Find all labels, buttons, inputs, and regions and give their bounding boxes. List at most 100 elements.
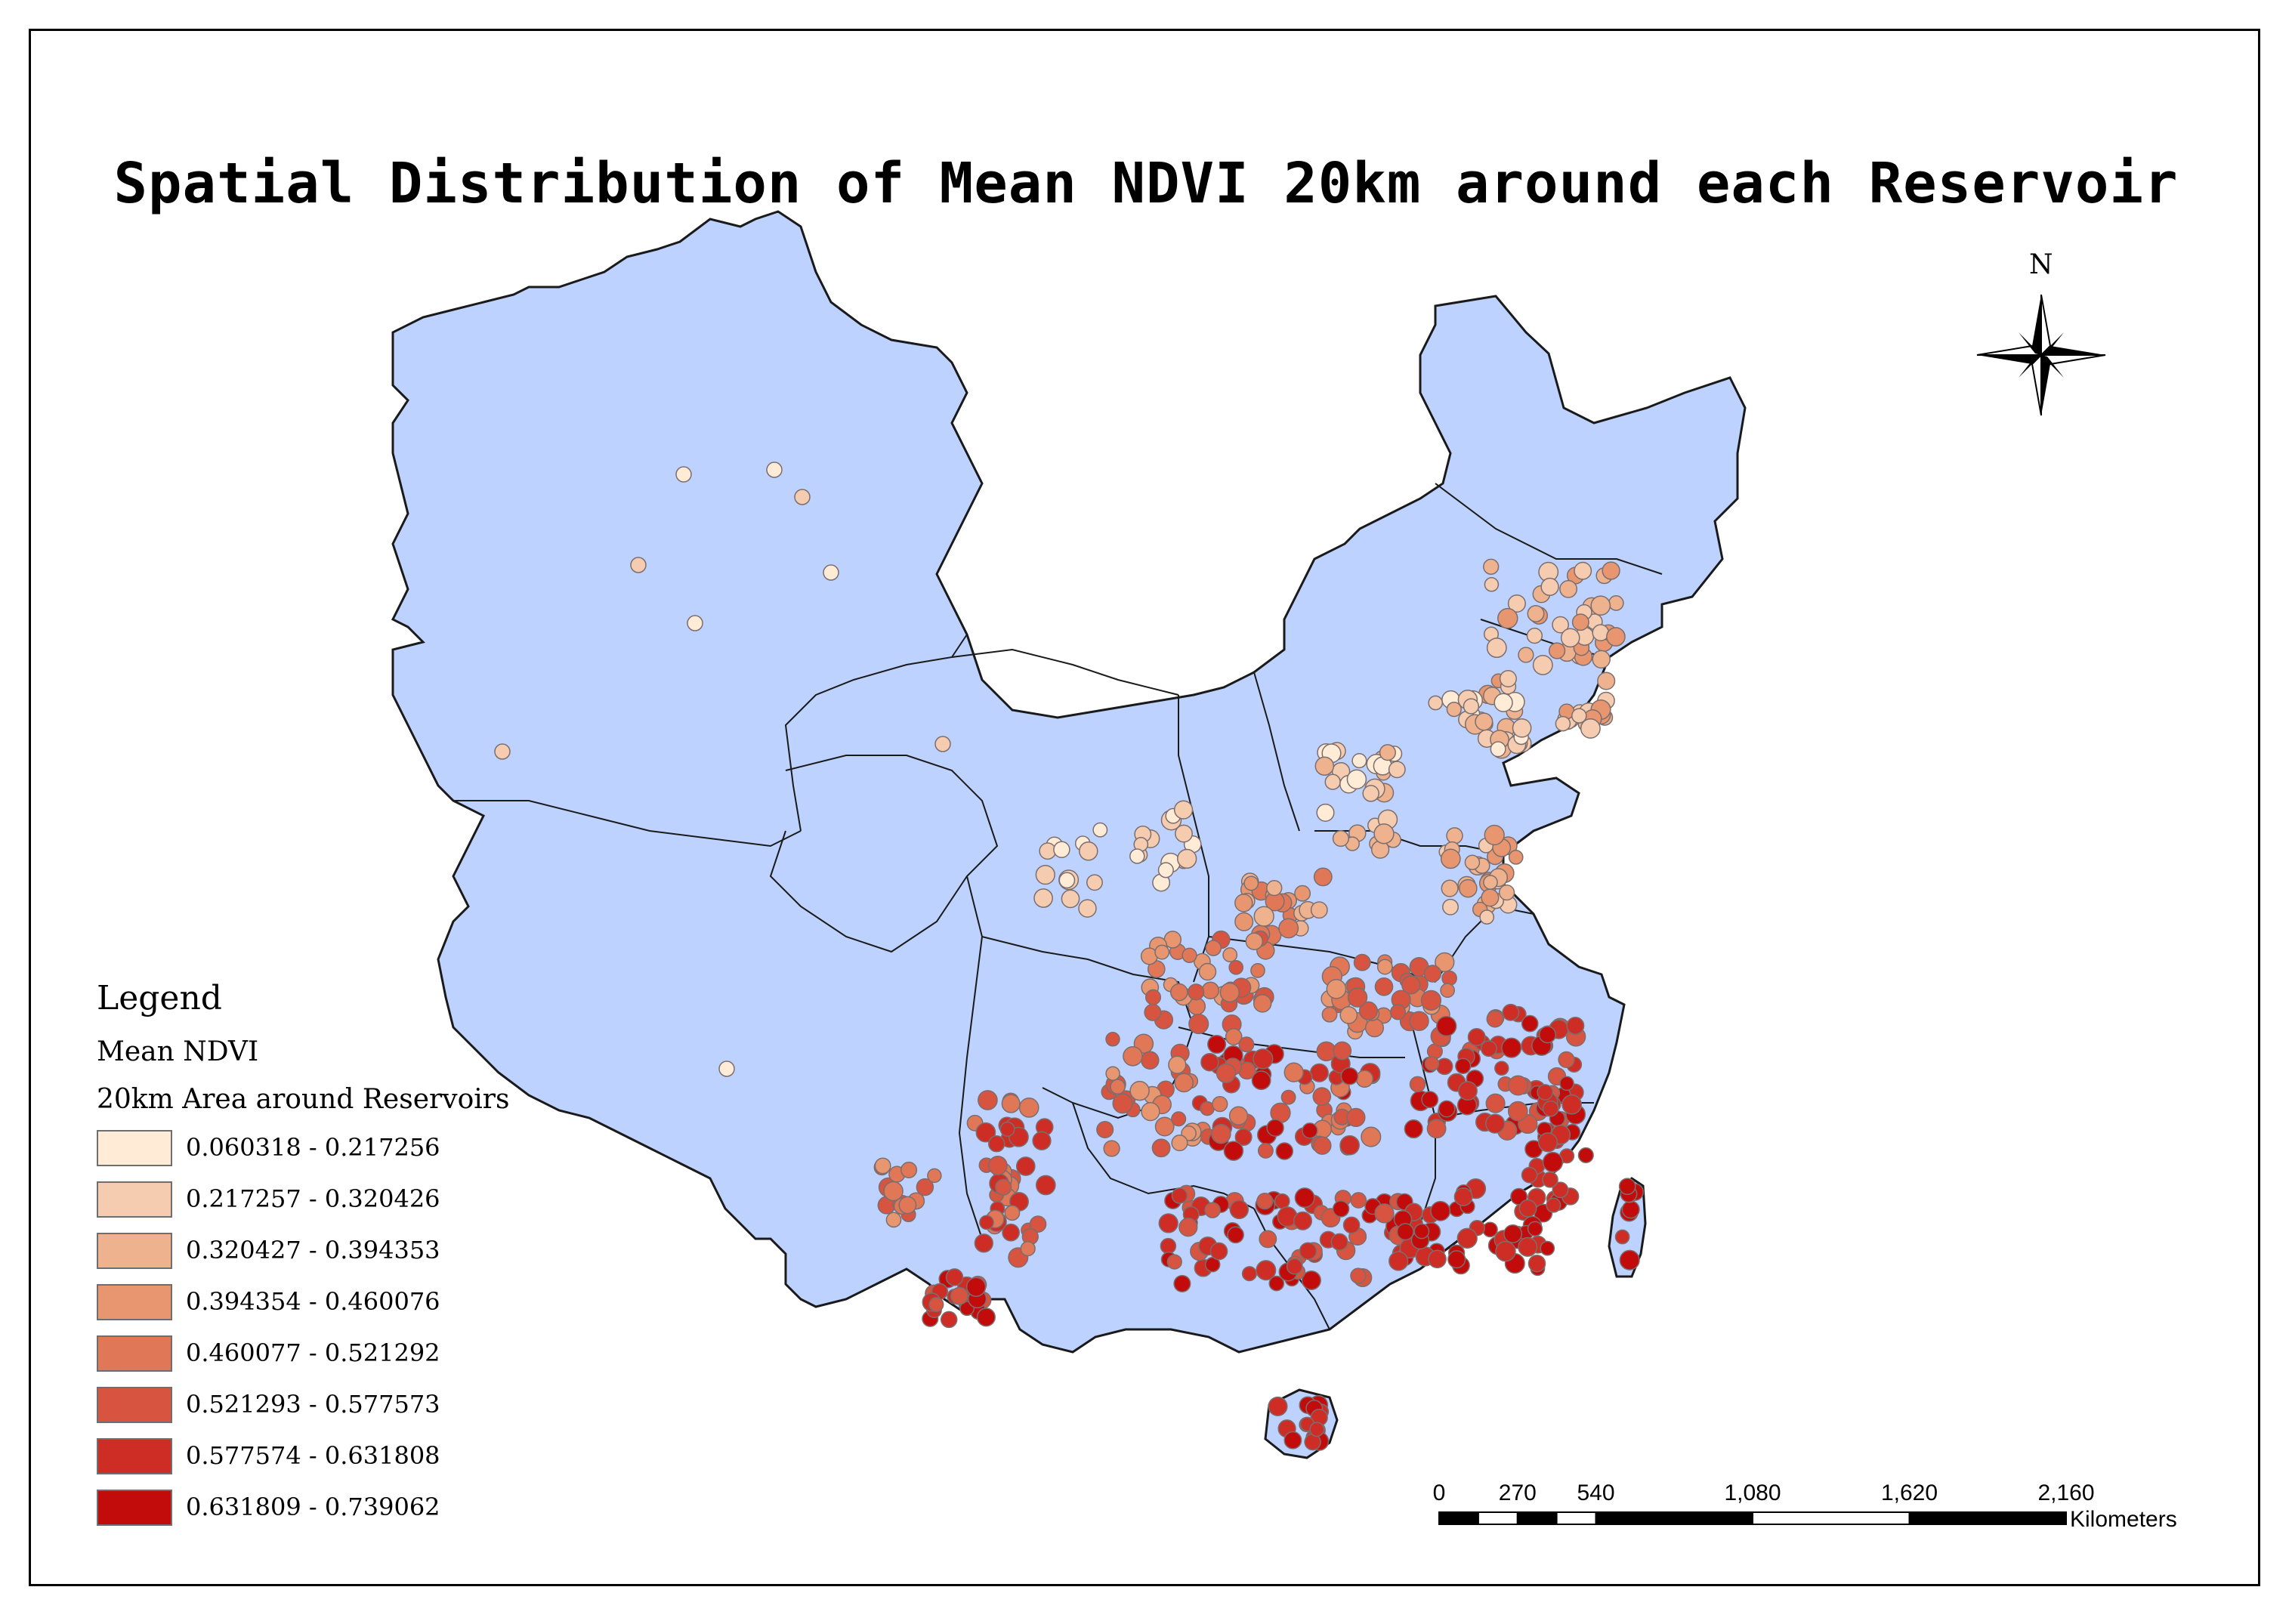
reservoir-buffer bbox=[1219, 982, 1240, 1003]
scale-tick-label: 2,160 bbox=[2037, 1480, 2095, 1505]
reservoir-buffer bbox=[1555, 715, 1571, 732]
reservoir-buffer bbox=[1129, 848, 1145, 864]
legend-layer: 20km Area around Reservoirs bbox=[97, 1084, 510, 1115]
reservoir-buffer bbox=[1508, 850, 1524, 865]
reservoir-buffer bbox=[1542, 1151, 1564, 1173]
reservoir-buffer bbox=[1222, 947, 1238, 963]
reservoir-buffer bbox=[1173, 800, 1194, 820]
reservoir-buffer bbox=[965, 1277, 987, 1297]
reservoir-buffer bbox=[1376, 959, 1393, 975]
reservoir-buffer bbox=[1105, 1066, 1120, 1081]
reservoir-buffer bbox=[1495, 1240, 1516, 1262]
reservoir-buffer bbox=[1479, 909, 1495, 925]
reservoir-buffer bbox=[1241, 1266, 1257, 1282]
reservoir-buffer bbox=[1481, 888, 1500, 907]
reservoir-buffer bbox=[1286, 1258, 1303, 1275]
reservoir-buffer bbox=[975, 1122, 996, 1143]
reservoir-buffer bbox=[1209, 1242, 1228, 1261]
reservoir-buffer bbox=[1409, 1076, 1426, 1093]
scale-tick-label: 1,080 bbox=[1724, 1480, 1781, 1505]
reservoir-buffer bbox=[1512, 718, 1532, 738]
reservoir-buffer bbox=[1552, 1181, 1569, 1199]
reservoir-buffer bbox=[1211, 1123, 1231, 1144]
reservoir-buffer bbox=[1379, 744, 1396, 761]
reservoir-buffer bbox=[1538, 1026, 1556, 1044]
reservoir-buffer bbox=[1508, 1075, 1528, 1096]
reservoir-buffer bbox=[1301, 1270, 1321, 1291]
border-northeast bbox=[1435, 483, 1663, 575]
reservoir-buffer bbox=[1332, 830, 1349, 848]
reservoir-buffer bbox=[1456, 1227, 1478, 1249]
reservoir-buffer bbox=[940, 1311, 958, 1329]
scale-bar-segment bbox=[1555, 1511, 1597, 1525]
reservoir-buffer bbox=[1314, 756, 1335, 776]
reservoir-buffer bbox=[1079, 841, 1098, 861]
map-frame bbox=[29, 29, 2260, 1586]
reservoir-buffer bbox=[1361, 1126, 1382, 1147]
scale-bar-segment bbox=[1595, 1511, 1753, 1525]
reservoir-buffer bbox=[1485, 1113, 1506, 1134]
reservoir-buffer bbox=[1275, 1142, 1294, 1160]
reservoir-buffer bbox=[1112, 1093, 1133, 1114]
scale-tick-label: 270 bbox=[1498, 1480, 1537, 1505]
reservoir-buffer bbox=[1177, 848, 1197, 869]
reservoir-buffer bbox=[1510, 1187, 1528, 1206]
reservoir-buffer bbox=[1486, 1010, 1504, 1028]
reservoir-buffer bbox=[1548, 642, 1566, 659]
reservoir-buffer bbox=[1020, 1240, 1036, 1257]
reservoir-buffer bbox=[1424, 1056, 1440, 1071]
reservoir-buffer bbox=[1602, 561, 1620, 580]
reservoir-buffers bbox=[494, 462, 1645, 1451]
scale-bar bbox=[1438, 1511, 2067, 1525]
reservoir-buffer bbox=[1499, 669, 1517, 688]
reservoir-buffer bbox=[1154, 1116, 1175, 1137]
reservoir-buffer bbox=[1061, 889, 1080, 909]
map-title: Spatial Distribution of Mean NDVI 20km a… bbox=[113, 151, 2179, 216]
reservoir-buffer bbox=[1483, 875, 1498, 890]
reservoir-buffer bbox=[1321, 1006, 1338, 1023]
legend-label: 0.394354 - 0.460076 bbox=[186, 1287, 440, 1316]
reservoir-buffer bbox=[927, 1168, 942, 1184]
border-gansu-inner-mongolia bbox=[951, 648, 1179, 696]
reservoir-buffer bbox=[1299, 1242, 1317, 1260]
reservoir-buffer bbox=[1526, 627, 1543, 644]
reservoir-buffer bbox=[1204, 1202, 1221, 1218]
scale-bar-segment bbox=[1516, 1511, 1558, 1525]
reservoir-buffer bbox=[1174, 1073, 1194, 1093]
reservoir-buffer bbox=[1253, 994, 1272, 1013]
reservoir-buffer bbox=[874, 1157, 891, 1175]
reservoir-buffer bbox=[1389, 1004, 1407, 1020]
reservoir-buffer bbox=[1294, 885, 1311, 902]
reservoir-buffer bbox=[1446, 701, 1462, 718]
reservoir-buffer bbox=[1441, 879, 1459, 897]
reservoir-buffer bbox=[1058, 872, 1076, 889]
reservoir-buffer bbox=[1498, 884, 1515, 901]
reservoir-buffer bbox=[976, 1308, 996, 1327]
reservoir-buffer bbox=[1558, 1051, 1575, 1069]
reservoir-buffer bbox=[883, 1181, 904, 1202]
reservoir-buffer bbox=[1373, 823, 1395, 844]
reservoir-buffer bbox=[1347, 987, 1368, 1008]
reservoir-buffer bbox=[1542, 1171, 1558, 1188]
reservoir-buffer bbox=[1527, 1254, 1546, 1273]
reservoir-buffer bbox=[1339, 1135, 1360, 1156]
reservoir-buffer bbox=[1154, 944, 1170, 960]
legend-swatch bbox=[97, 1438, 172, 1474]
scale-tick-label: 0 bbox=[1432, 1480, 1446, 1505]
reservoir-buffer bbox=[1619, 1249, 1640, 1270]
reservoir-buffer bbox=[1157, 862, 1174, 878]
legend-label: 0.217257 - 0.320426 bbox=[186, 1184, 440, 1213]
reservoir-buffer bbox=[718, 1061, 735, 1077]
reservoir-buffer bbox=[1350, 1267, 1367, 1284]
reservoir-buffer bbox=[1428, 695, 1444, 711]
reservoir-buffer bbox=[1141, 1051, 1160, 1070]
reservoir-buffer bbox=[1440, 848, 1461, 869]
reservoir-buffer bbox=[1178, 1218, 1198, 1237]
reservoir-buffer bbox=[1160, 1237, 1177, 1255]
reservoir-buffer bbox=[1198, 962, 1217, 981]
reservoir-buffer bbox=[1577, 1147, 1594, 1163]
reservoir-buffer bbox=[1580, 718, 1601, 739]
reservoir-buffer bbox=[1540, 577, 1559, 597]
reservoir-buffer bbox=[1339, 1006, 1358, 1024]
